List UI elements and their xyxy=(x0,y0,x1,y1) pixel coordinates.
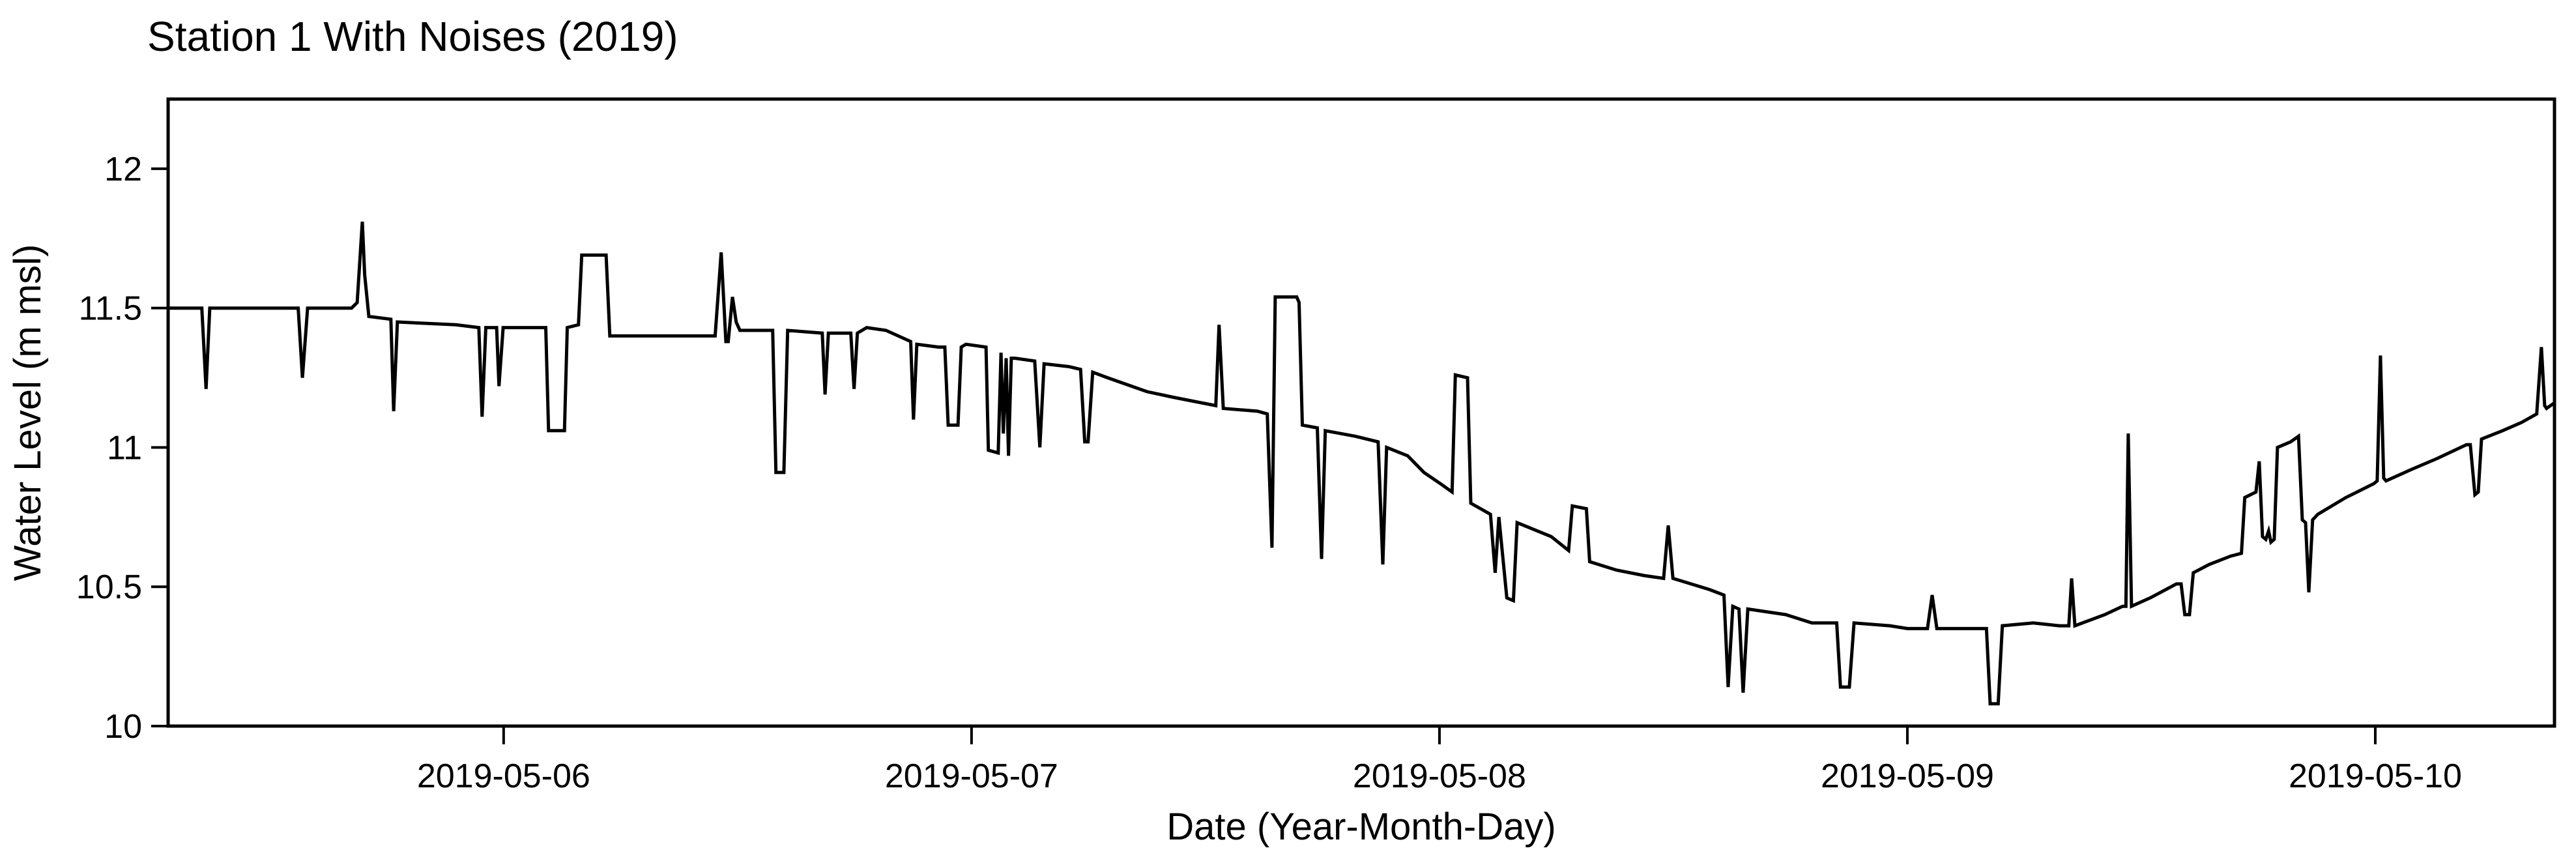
y-axis-label: Water Level (m msl) xyxy=(7,244,49,581)
chart-title: Station 1 With Noises (2019) xyxy=(147,13,678,60)
y-axis: 10 10.5 11 11.5 12 xyxy=(76,151,168,746)
x-tick-label: 2019-05-06 xyxy=(417,757,590,795)
x-axis: 2019-05-06 2019-05-07 2019-05-08 2019-05-09… xyxy=(417,726,2462,795)
x-tick-label: 2019-05-09 xyxy=(1821,757,1994,795)
x-tick-label: 2019-05-07 xyxy=(885,757,1058,795)
x-tick-label: 2019-05-10 xyxy=(2289,757,2462,795)
x-tick-label: 2019-05-08 xyxy=(1353,757,1526,795)
plot-frame xyxy=(166,97,2556,728)
y-tick-label: 10.5 xyxy=(76,568,142,606)
x-axis-label: Date (Year-Month-Day) xyxy=(1166,806,1556,848)
y-tick-label: 11 xyxy=(107,429,142,467)
water-level-line xyxy=(168,221,2556,706)
y-tick-label: 12 xyxy=(104,151,142,188)
y-tick-label: 10 xyxy=(104,708,142,746)
y-tick-label: 11.5 xyxy=(79,290,142,328)
